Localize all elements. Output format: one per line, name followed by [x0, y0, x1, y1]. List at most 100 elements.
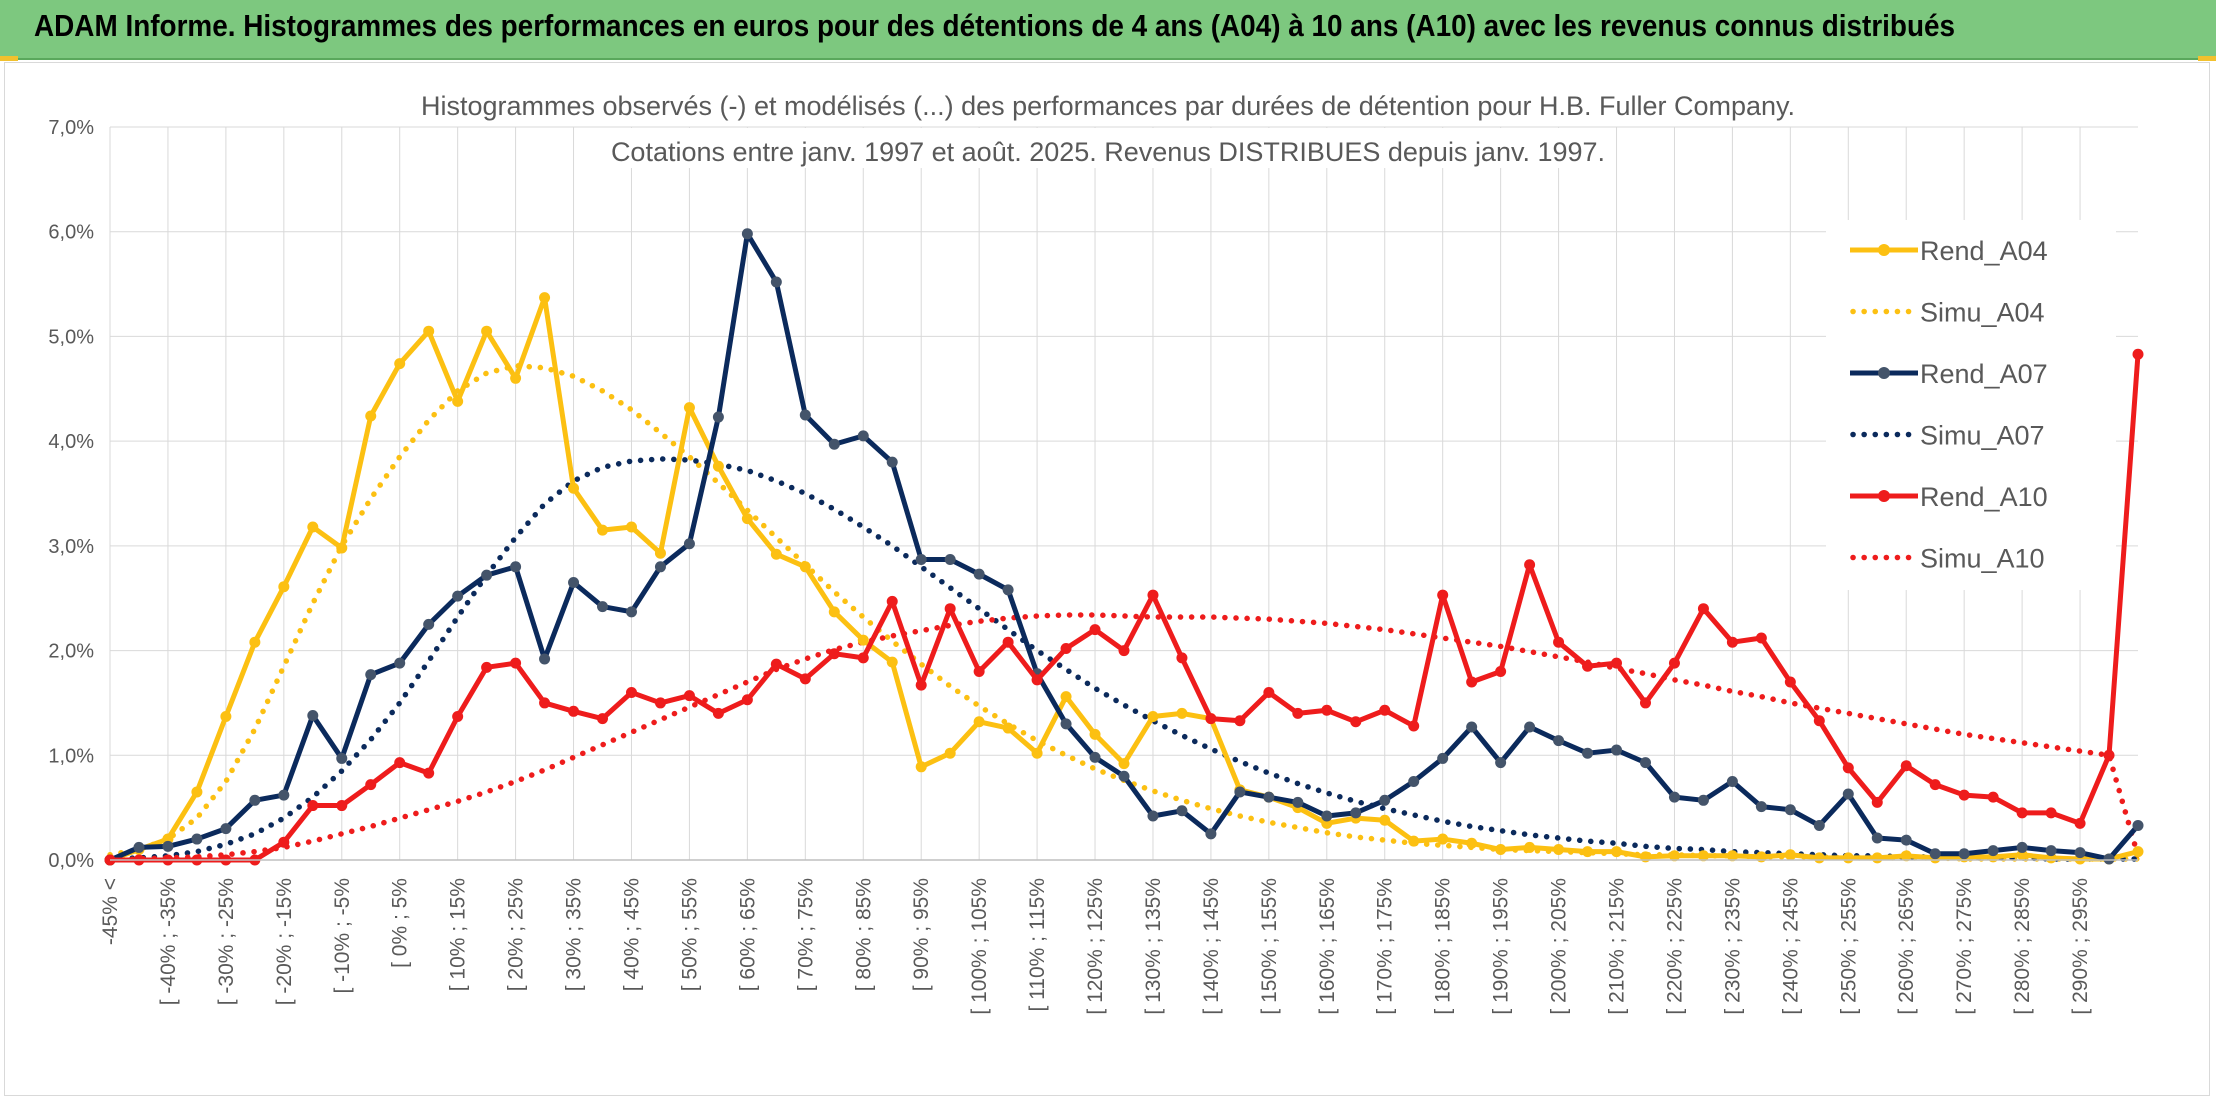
data-point [770, 276, 782, 288]
data-point [597, 601, 609, 613]
data-point [481, 661, 493, 673]
data-point [1668, 850, 1680, 862]
data-point [1495, 757, 1507, 769]
data-point [1582, 846, 1594, 858]
data-point [568, 482, 580, 494]
x-tick-label: [ 190% ; 195% [1490, 878, 1513, 1015]
data-point [365, 410, 377, 422]
data-point [1495, 666, 1507, 678]
data-point [886, 456, 898, 468]
data-point [1234, 786, 1246, 798]
data-point [1205, 713, 1217, 725]
data-point [712, 707, 724, 719]
data-point [1668, 791, 1680, 803]
data-point [1437, 833, 1449, 845]
legend-label: Simu_A07 [1920, 421, 2045, 451]
x-tick-label: [ -10% ; -5% [331, 878, 354, 994]
data-point [625, 686, 637, 698]
legend-label: Simu_A04 [1920, 298, 2045, 328]
data-point [1060, 718, 1072, 730]
data-point [1234, 715, 1246, 727]
data-point [1958, 848, 1970, 860]
series-Simu_A10 [107, 612, 2141, 863]
data-point [1350, 807, 1362, 819]
legend-item-Simu_A04: Simu_A04 [1850, 298, 2045, 328]
x-tick-label: [ 180% ; 185% [1432, 878, 1455, 1015]
data-point [770, 548, 782, 560]
data-point [1987, 791, 1999, 803]
legend-marker [1878, 244, 1890, 256]
data-point [799, 561, 811, 573]
data-point [886, 595, 898, 607]
data-point [394, 358, 406, 370]
data-point [857, 634, 869, 646]
data-point [857, 652, 869, 664]
data-point [799, 673, 811, 685]
data-point [539, 292, 551, 304]
series-layer [104, 228, 2144, 866]
data-point [220, 711, 232, 723]
data-point [1639, 697, 1651, 709]
legend-item-Rend_A07: Rend_A07 [1850, 359, 2048, 389]
data-point [191, 833, 203, 845]
data-point [452, 711, 464, 723]
x-tick-label: [ 30% ; 35% [563, 878, 586, 991]
legend-item-Simu_A10: Simu_A10 [1850, 544, 2045, 574]
data-point [741, 228, 753, 240]
data-point [1379, 704, 1391, 716]
x-tick-label: [ 200% ; 205% [1548, 878, 1571, 1015]
legend-marker [1878, 367, 1890, 379]
data-point [973, 716, 985, 728]
legend-marker [1878, 490, 1890, 502]
data-point [1553, 636, 1565, 648]
data-point [2016, 841, 2028, 853]
data-point [133, 841, 145, 853]
data-point [1553, 735, 1565, 747]
data-point [1031, 747, 1043, 759]
data-point [249, 794, 261, 806]
data-point [1118, 645, 1130, 657]
data-point [1900, 850, 1912, 862]
data-point [1611, 846, 1623, 858]
data-point [944, 603, 956, 615]
data-point [1089, 751, 1101, 763]
y-tick-label: 3,0% [48, 536, 94, 558]
data-point [278, 836, 290, 848]
data-point [828, 438, 840, 450]
chart-frame [4, 62, 2210, 1096]
data-point [423, 767, 435, 779]
data-point [2103, 853, 2115, 865]
data-point [741, 694, 753, 706]
data-point [423, 618, 435, 630]
data-point [1379, 814, 1391, 826]
data-point [307, 709, 319, 721]
data-point [1668, 657, 1680, 669]
data-point [1697, 850, 1709, 862]
data-point [307, 521, 319, 533]
data-point [625, 606, 637, 618]
chart-title-group: Histogrammes observés (-) et modélisés (… [421, 83, 1795, 168]
x-tick-label: [ 210% ; 215% [1606, 878, 1629, 1015]
data-point [683, 402, 695, 414]
data-point [1263, 686, 1275, 698]
data-point [539, 697, 551, 709]
data-point [1466, 676, 1478, 688]
x-tick-label: [ -40% ; -35% [157, 878, 180, 1005]
data-point [2103, 749, 2115, 761]
data-point [1495, 844, 1507, 856]
data-point [1842, 762, 1854, 774]
data-point [1784, 849, 1796, 861]
data-point [597, 713, 609, 725]
series-Rend_A10 [104, 348, 2144, 866]
data-point [886, 656, 898, 668]
data-point [654, 697, 666, 709]
x-tick-label: [ -30% ; -25% [215, 878, 238, 1005]
x-tick-label: [ 10% ; 15% [447, 878, 470, 991]
data-point [799, 409, 811, 421]
data-point [654, 547, 666, 559]
data-point [1784, 676, 1796, 688]
x-tick-label: [ 260% ; 265% [1895, 878, 1918, 1015]
data-point [2016, 807, 2028, 819]
x-tick-label: [ 130% ; 135% [1142, 878, 1165, 1015]
data-point [394, 757, 406, 769]
